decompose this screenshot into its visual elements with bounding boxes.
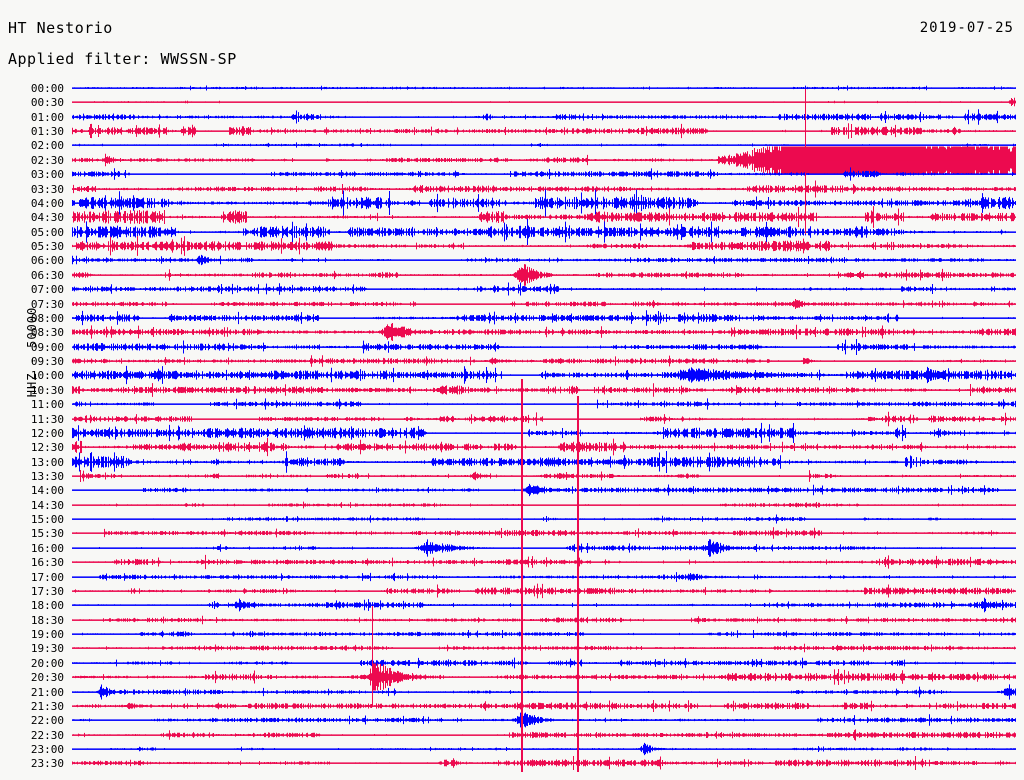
- seismic-trace-2330: [72, 749, 1016, 778]
- event-marker-line-3: [372, 606, 374, 707]
- time-tick-0230: 02:30: [30, 153, 64, 167]
- time-tick-0100: 01:00: [30, 110, 64, 124]
- time-tick-0030: 00:30: [30, 96, 64, 110]
- time-axis: 00:00 00:30 01:00 01:30 02:00 02:30 03:00 03:30…: [0, 82, 70, 772]
- helicorder-plot: [72, 74, 1016, 778]
- time-tick-1200: 12:00: [30, 426, 64, 440]
- time-tick-1500: 15:00: [30, 513, 64, 527]
- time-tick-1330: 13:30: [30, 469, 64, 483]
- time-tick-1800: 18:00: [30, 599, 64, 613]
- time-tick-1730: 17:30: [30, 584, 64, 598]
- time-tick-0430: 04:30: [30, 211, 64, 225]
- time-tick-1130: 11:30: [30, 412, 64, 426]
- time-tick-0530: 05:30: [30, 240, 64, 254]
- time-tick-0330: 03:30: [30, 182, 64, 196]
- time-tick-2100: 21:00: [30, 685, 64, 699]
- event-marker-line-4: [804, 88, 806, 234]
- time-tick-0930: 09:30: [30, 355, 64, 369]
- time-tick-0300: 03:00: [30, 168, 64, 182]
- time-tick-1230: 12:30: [30, 441, 64, 455]
- time-tick-1000: 10:00: [30, 369, 64, 383]
- time-tick-0800: 08:00: [30, 311, 64, 325]
- applied-filter-label: Applied filter: WWSSN-SP: [8, 50, 237, 68]
- time-tick-0400: 04:00: [30, 196, 64, 210]
- time-tick-0600: 06:00: [30, 254, 64, 268]
- time-tick-2230: 22:30: [30, 728, 64, 742]
- time-tick-0630: 06:30: [30, 268, 64, 282]
- time-tick-1530: 15:30: [30, 527, 64, 541]
- time-tick-0730: 07:30: [30, 297, 64, 311]
- time-tick-2200: 22:00: [30, 714, 64, 728]
- time-tick-1100: 11:00: [30, 398, 64, 412]
- time-tick-0200: 02:00: [30, 139, 64, 153]
- time-tick-0500: 05:00: [30, 225, 64, 239]
- event-marker-line-2: [577, 395, 580, 772]
- time-tick-1930: 19:30: [30, 642, 64, 656]
- time-tick-1700: 17:00: [30, 570, 64, 584]
- time-tick-1900: 19:00: [30, 628, 64, 642]
- time-tick-1030: 10:30: [30, 383, 64, 397]
- time-tick-2030: 20:30: [30, 671, 64, 685]
- time-tick-0900: 09:00: [30, 340, 64, 354]
- event-marker-line-1: [521, 378, 524, 772]
- trace-row: [72, 749, 1016, 778]
- time-tick-2130: 21:30: [30, 699, 64, 713]
- time-tick-0000: 00:00: [30, 82, 64, 95]
- time-tick-2330: 23:30: [30, 757, 64, 771]
- time-tick-1430: 14:30: [30, 498, 64, 512]
- time-tick-1600: 16:00: [30, 541, 64, 555]
- time-tick-0700: 07:00: [30, 283, 64, 297]
- station-title: HT Nestorio: [8, 19, 113, 37]
- time-tick-1630: 16:30: [30, 556, 64, 570]
- record-date: 2019-07-25: [919, 20, 1014, 36]
- time-tick-0830: 08:30: [30, 326, 64, 340]
- time-tick-1400: 14:00: [30, 484, 64, 498]
- time-tick-2000: 20:00: [30, 656, 64, 670]
- time-tick-2300: 23:00: [30, 743, 64, 757]
- time-tick-0130: 01:30: [30, 125, 64, 139]
- time-tick-1300: 13:00: [30, 455, 64, 469]
- time-tick-1830: 18:30: [30, 613, 64, 627]
